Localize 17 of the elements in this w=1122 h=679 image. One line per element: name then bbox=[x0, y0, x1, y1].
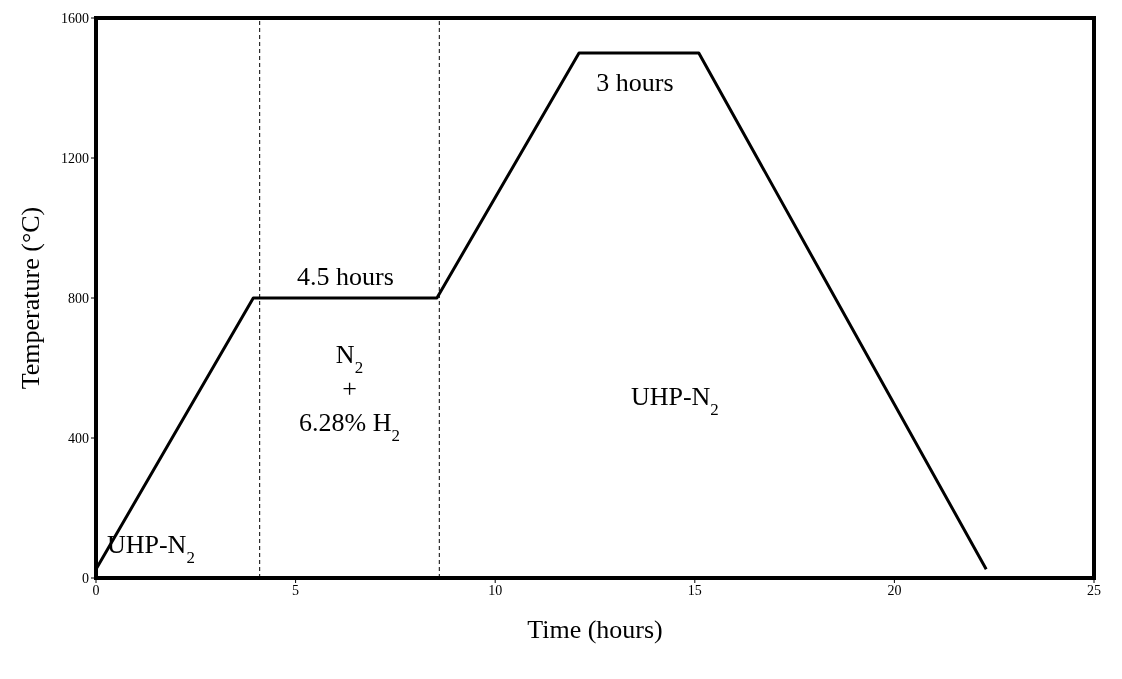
x-tick-label: 10 bbox=[488, 582, 503, 598]
y-tick-label: 400 bbox=[68, 430, 89, 446]
annotation: 4.5 hours bbox=[297, 261, 394, 291]
x-tick-label: 25 bbox=[1087, 582, 1101, 598]
y-tick-label: 1600 bbox=[61, 10, 89, 26]
x-tick-label: 20 bbox=[887, 582, 902, 598]
annotation: 3 hours bbox=[596, 68, 674, 98]
x-tick-label: 0 bbox=[92, 582, 100, 598]
y-tick-label: 800 bbox=[68, 290, 89, 306]
y-axis-title: Temperature (°C) bbox=[16, 206, 46, 390]
annotation: N$_{2}$ + 6.28% H$_{2}$ bbox=[299, 339, 400, 445]
y-tick-label: 1200 bbox=[61, 150, 89, 166]
x-tick-label: 15 bbox=[687, 582, 702, 598]
annotation: UHP-N$_{2}$ bbox=[630, 382, 719, 419]
y-tick-label: 0 bbox=[82, 570, 89, 586]
x-axis-title: Time (hours) bbox=[527, 615, 663, 644]
x-tick-label: 5 bbox=[292, 582, 300, 598]
